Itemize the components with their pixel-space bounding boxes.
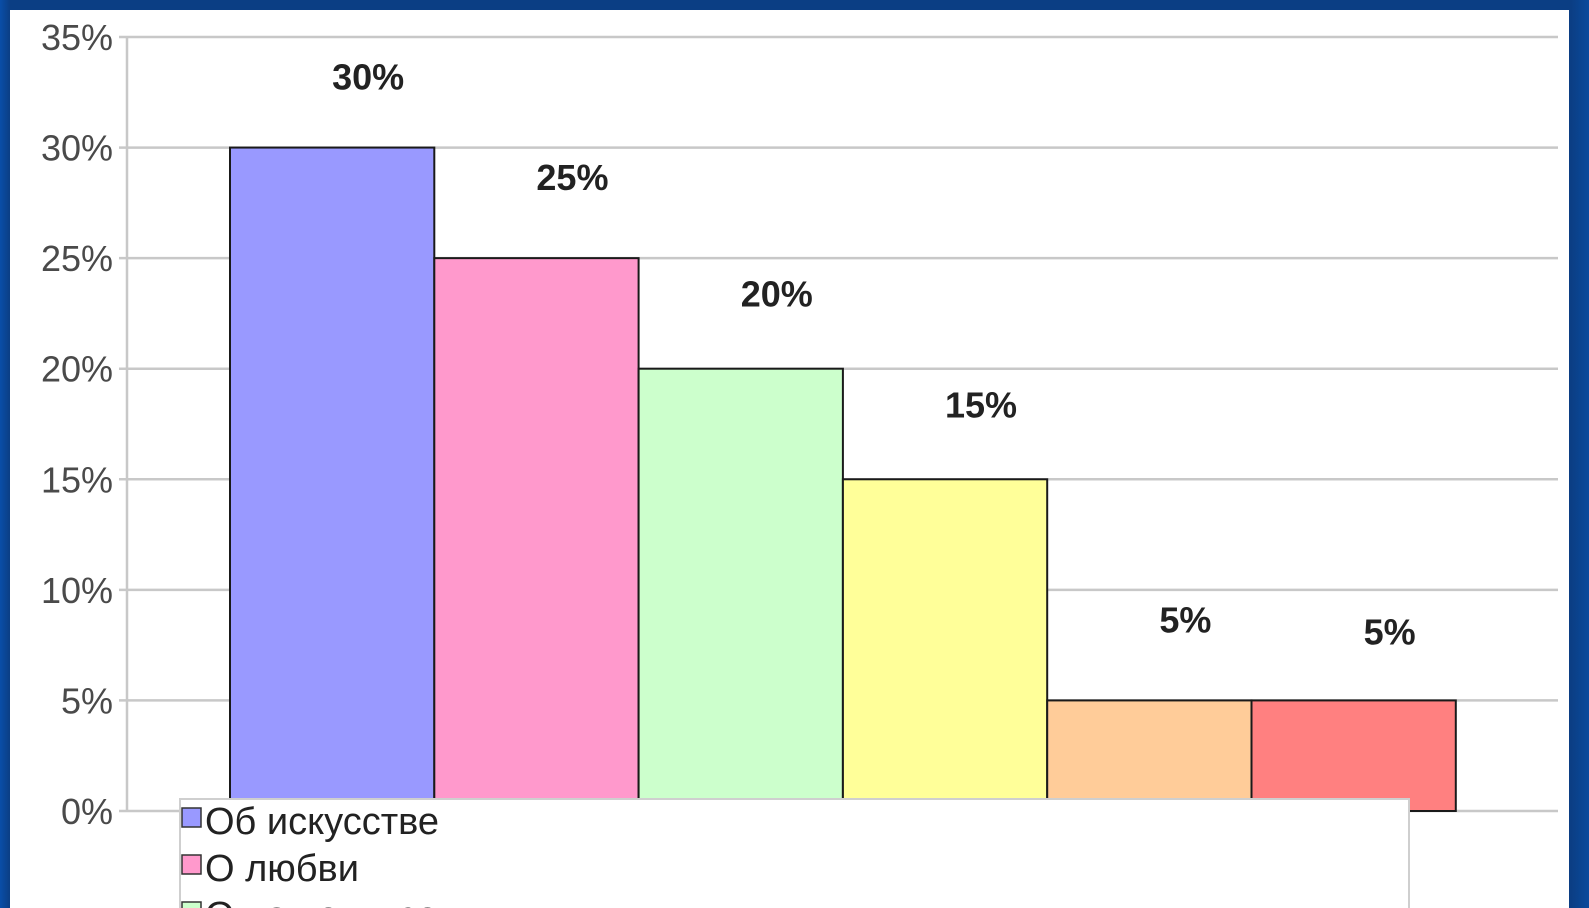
bar-data-label: 20% (741, 274, 813, 315)
bar-data-label: 15% (945, 384, 1017, 425)
bars (229, 146, 1457, 813)
bar (1250, 699, 1457, 813)
legend-entry-label: Об искусстве (205, 801, 439, 843)
bar (1046, 699, 1253, 813)
y-tick-label: 0% (61, 791, 113, 832)
legend-entry-label: О нашем врем (205, 895, 464, 908)
y-tick-label: 25% (41, 238, 113, 279)
bar (433, 257, 640, 812)
legend-box (179, 798, 1410, 908)
legend-swatch (181, 807, 202, 828)
legend: Об искусстве О любви О нашем врем (179, 798, 1410, 908)
bar-data-label: 5% (1364, 611, 1416, 652)
y-tick-label: 15% (41, 459, 113, 500)
bar-data-label: 25% (536, 157, 608, 198)
bar (229, 146, 436, 813)
bar (841, 478, 1049, 812)
legend-entry-label: О любви (205, 848, 359, 890)
y-tick-label: 30% (41, 128, 113, 169)
y-tick-label: 20% (41, 349, 113, 390)
y-axis-tick-labels: 0% 5% 10% 15% 20% 25% 30% 35% (41, 17, 113, 832)
legend-swatch (181, 854, 202, 875)
legend-swatch (181, 901, 202, 908)
bar-data-label: 30% (332, 57, 404, 98)
bar (637, 367, 844, 812)
data-labels: 30% 25% 20% 15% 5% 5% (332, 57, 1416, 653)
bar-data-label: 5% (1159, 599, 1211, 640)
y-tick-label: 5% (61, 680, 113, 721)
y-tick-label: 10% (41, 570, 113, 611)
y-tick-label: 35% (41, 17, 113, 58)
